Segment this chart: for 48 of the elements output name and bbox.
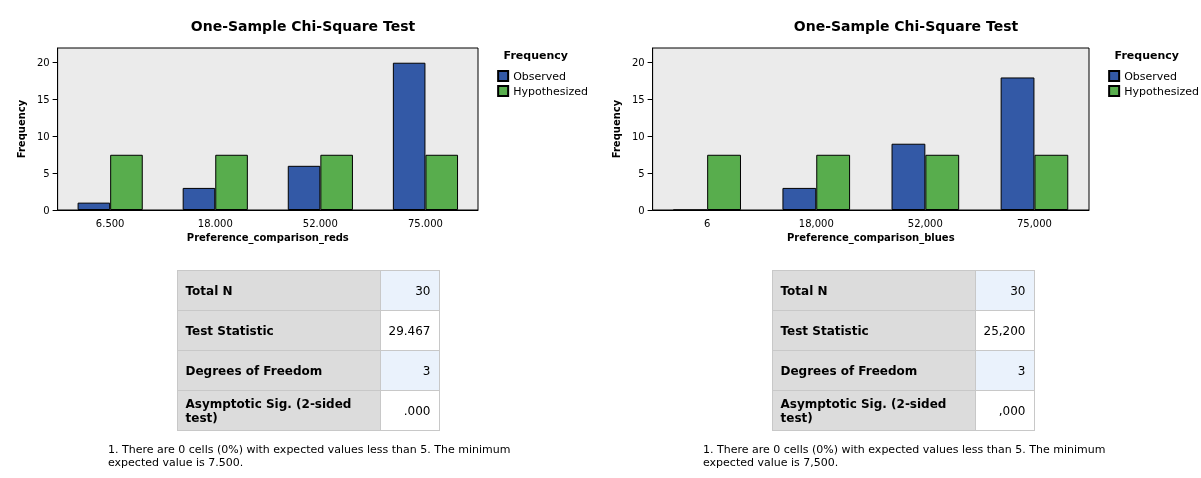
category-label: Test Statistic bbox=[177, 310, 380, 351]
text: .000 bbox=[403, 403, 431, 418]
x-tick-label: 75,000 bbox=[1016, 217, 1052, 229]
legend-label: Hypothesized bbox=[1124, 84, 1199, 98]
text: 30 bbox=[415, 283, 431, 298]
chart-title: One-Sample Chi-Square Test bbox=[793, 18, 1019, 34]
y-axis-title: Frequency bbox=[15, 99, 27, 159]
legend-title: Frequency bbox=[1114, 49, 1180, 62]
category-label: Degrees of Freedom bbox=[772, 350, 975, 391]
x-axis-title: Preference_comparison_blues bbox=[787, 232, 955, 245]
text: 1. There are 0 cells (0%) with expected values less than 5. The minimum expected value is 7,500. bbox=[703, 443, 1107, 469]
x-tick-label: 6 bbox=[703, 217, 711, 229]
x-tick-label: 6.500 bbox=[95, 217, 125, 229]
y-tick-label: 0 bbox=[638, 204, 645, 216]
legend-label: Hypothesized bbox=[513, 84, 588, 98]
chart-title: One-Sample Chi-Square Test bbox=[190, 18, 416, 34]
text: 1. There are 0 cells (0%) with expected values less than 5. The minimum expected value is 7.500. bbox=[108, 443, 512, 469]
text: 25,200 bbox=[983, 323, 1026, 338]
category-label: Asymptotic Sig. (2-sided test) bbox=[772, 390, 975, 431]
category-label: Total N bbox=[177, 270, 380, 311]
category-label: Total N bbox=[772, 270, 975, 311]
x-tick-label: 18,000 bbox=[798, 217, 834, 229]
x-tick-label: 52,000 bbox=[907, 217, 943, 229]
text: 3 bbox=[1017, 363, 1026, 378]
x-tick-label: 18.000 bbox=[197, 217, 233, 229]
category-label: Test Statistic bbox=[772, 310, 975, 351]
text: 3 bbox=[422, 363, 431, 378]
legend-label: Observed bbox=[513, 69, 567, 83]
y-tick-label: 5 bbox=[43, 167, 50, 179]
y-tick-label: 20 bbox=[36, 57, 50, 69]
legend-title: Frequency bbox=[503, 49, 569, 62]
text: 30 bbox=[1010, 283, 1026, 298]
y-tick-label: 5 bbox=[638, 167, 645, 179]
category-label: Asymptotic Sig. (2-sided test) bbox=[177, 390, 380, 431]
y-tick-label: 15 bbox=[631, 94, 645, 106]
y-tick-label: 0 bbox=[43, 204, 50, 216]
x-tick-label: 75.000 bbox=[407, 217, 443, 229]
y-axis-title: Frequency bbox=[610, 99, 622, 159]
text: 29.467 bbox=[388, 323, 431, 338]
text: ,000 bbox=[998, 403, 1026, 418]
y-tick-label: 10 bbox=[631, 130, 645, 142]
legend-label: Observed bbox=[1124, 69, 1178, 83]
x-axis-title: Preference_comparison_reds bbox=[186, 232, 349, 245]
x-tick-label: 52.000 bbox=[302, 217, 338, 229]
category-label: Degrees of Freedom bbox=[177, 350, 380, 391]
y-tick-label: 15 bbox=[36, 94, 50, 106]
y-tick-label: 20 bbox=[631, 57, 645, 69]
y-tick-label: 10 bbox=[36, 130, 50, 142]
